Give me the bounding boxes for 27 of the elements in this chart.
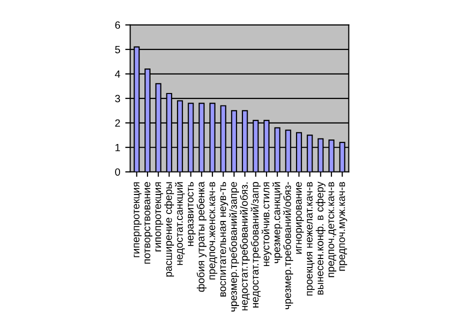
y-tick-label: 2	[115, 119, 120, 127]
y-tick-label: 6	[115, 21, 120, 29]
x-tick-label: воспитательная неув-ть	[220, 182, 228, 296]
x-tick-label: игнорирование	[296, 182, 304, 254]
x-tick-label: неустойчив.стиля	[262, 182, 272, 266]
y-tick-label: 4	[114, 70, 120, 78]
x-tick-label: чрезмер.требований/обяз-	[283, 182, 294, 310]
x-tick-label: неразвитость	[188, 182, 196, 246]
x-tick-label: чрезмер.санкций	[272, 182, 282, 264]
x-tick-label: гипопротекция	[155, 182, 164, 252]
x-tick-label: предпоч.детск.кач-в	[328, 182, 336, 278]
x-tick-label: проекция нежелат.кач-в	[306, 182, 315, 296]
x-tick-label: вынесен.конф. в сферу	[316, 182, 326, 295]
x-tick-label: предпоч.муж.кач-в	[339, 182, 348, 271]
x-tick-label: недостат.санкций	[174, 182, 185, 265]
y-tick-label: 3	[115, 94, 120, 102]
x-tick-label: чрезмер.требований/запре	[229, 182, 240, 312]
x-tick-label: расширение сферы	[164, 182, 174, 277]
x-tick-label: недостат.требований/обяз.	[240, 182, 250, 310]
y-tick-label: 1	[115, 144, 120, 152]
x-tick-label: фобия утраты ребенка	[196, 182, 207, 292]
x-tick-label: предпоч.женск.кач-в	[210, 182, 218, 280]
y-tick-label: 0	[115, 168, 120, 176]
x-tick-label: потворствование	[144, 182, 152, 264]
y-tick-label: 5	[115, 46, 120, 54]
x-tick-label: гиперпротекция	[134, 182, 142, 258]
x-tick-label: недостат.требований/запр	[250, 182, 261, 308]
